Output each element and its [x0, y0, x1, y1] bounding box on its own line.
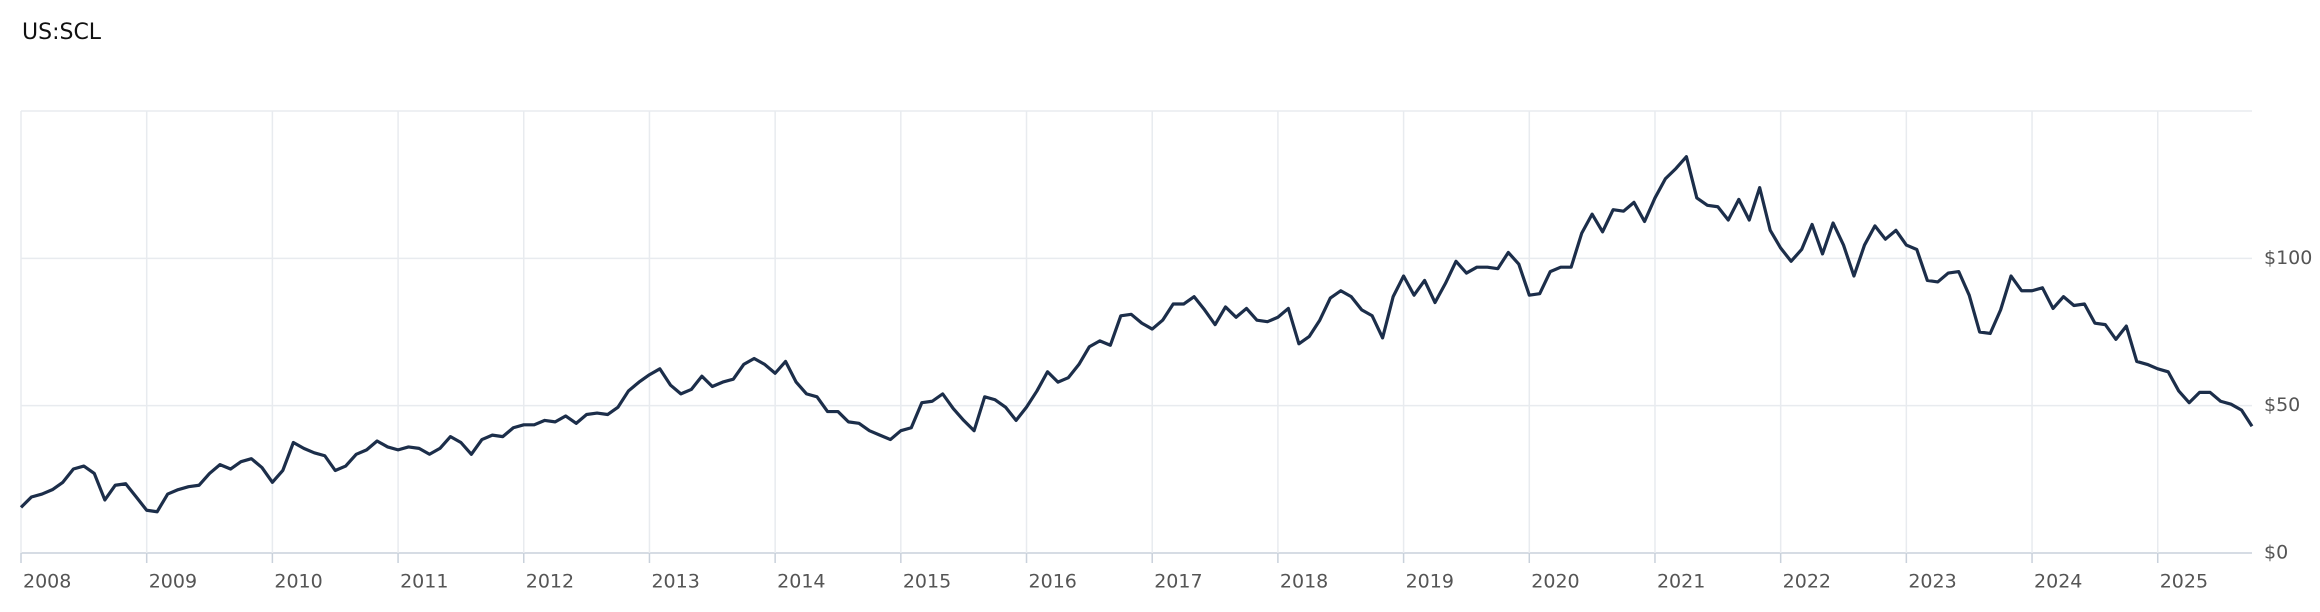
- x-tick-label: 2013: [651, 571, 699, 593]
- x-tick-label: 2023: [1908, 571, 1956, 593]
- chart-title: US:SCL: [22, 20, 102, 45]
- x-tick-label: 2022: [1783, 571, 1831, 593]
- x-tick-label: 2008: [23, 571, 71, 593]
- x-tick-label: 2011: [400, 571, 448, 593]
- x-tick-label: 2018: [1280, 571, 1328, 593]
- x-tick-label: 2020: [1531, 571, 1579, 593]
- x-tick-label: 2025: [2160, 571, 2208, 593]
- y-tick-label: $50: [2264, 394, 2300, 416]
- y-tick-label: $100: [2264, 247, 2312, 269]
- x-tick-label: 2009: [149, 571, 197, 593]
- x-tick-label: 2017: [1154, 571, 1202, 593]
- x-tick-label: 2016: [1029, 571, 1077, 593]
- x-tick-label: 2019: [1406, 571, 1454, 593]
- price-line: [19, 155, 2254, 514]
- x-tick-label: 2014: [777, 571, 825, 593]
- x-tick-label: 2021: [1657, 571, 1705, 593]
- y-tick-label: $0: [2264, 542, 2288, 564]
- x-tick-label: 2024: [2034, 571, 2082, 593]
- x-tick-label: 2012: [526, 571, 574, 593]
- x-tick-label: 2010: [274, 571, 322, 593]
- x-tick-label: 2015: [903, 571, 951, 593]
